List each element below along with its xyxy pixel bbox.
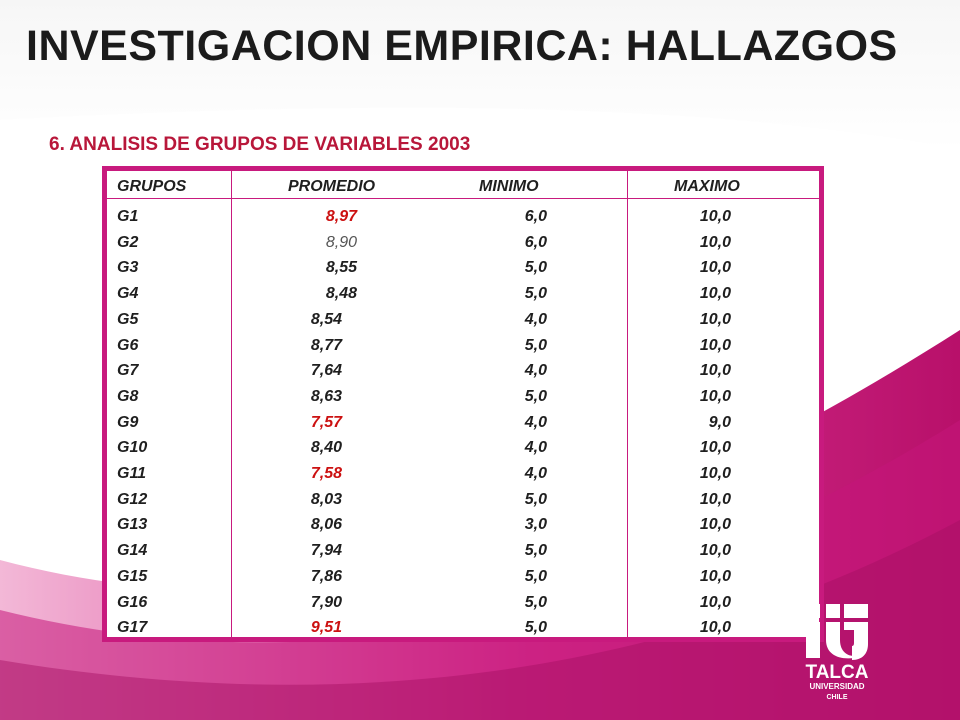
row-promedio-value: 7,94 bbox=[310, 542, 342, 559]
row-maximo-value: 10,0 bbox=[699, 362, 731, 379]
row-group-label: G17 bbox=[117, 619, 148, 636]
logo-text-universidad: UNIVERSIDAD bbox=[809, 682, 864, 691]
row-group-label: G1 bbox=[117, 208, 139, 225]
row-group-label: G5 bbox=[117, 311, 139, 328]
row-minimo-value: 4,0 bbox=[524, 465, 547, 482]
row-minimo-value: 5,0 bbox=[524, 594, 547, 611]
row-group-label: G12 bbox=[117, 491, 148, 508]
row-promedio-value: 7,57 bbox=[310, 414, 342, 431]
row-minimo-value: 5,0 bbox=[524, 259, 547, 276]
row-group-label: G7 bbox=[117, 362, 139, 379]
row-promedio-value: 8,55 bbox=[325, 259, 357, 276]
row-minimo-value: 5,0 bbox=[524, 388, 547, 405]
row-group-label: G11 bbox=[117, 465, 147, 482]
row-promedio-value: 8,03 bbox=[310, 491, 342, 508]
row-minimo-value: 5,0 bbox=[524, 491, 547, 508]
row-group-label: G14 bbox=[117, 542, 148, 559]
header-promedio: PROMEDIO bbox=[288, 178, 376, 195]
row-maximo-value: 10,0 bbox=[699, 542, 731, 559]
slide-subtitle: 6. ANALISIS DE GRUPOS DE VARIABLES 2003 bbox=[49, 134, 471, 155]
row-maximo-value: 10,0 bbox=[699, 568, 731, 585]
row-minimo-value: 3,0 bbox=[524, 516, 547, 533]
row-promedio-value: 8,63 bbox=[310, 388, 342, 405]
row-promedio-value: 7,86 bbox=[310, 568, 342, 585]
row-promedio-value: 8,06 bbox=[310, 516, 342, 533]
row-minimo-value: 6,0 bbox=[524, 234, 547, 251]
row-maximo-value: 10,0 bbox=[699, 208, 731, 225]
row-maximo-value: 10,0 bbox=[699, 285, 731, 302]
row-maximo-value: 10,0 bbox=[699, 259, 731, 276]
logo-text-chile: CHILE bbox=[827, 694, 848, 701]
row-promedio-value: 7,58 bbox=[310, 465, 342, 482]
row-maximo-value: 10,0 bbox=[699, 516, 731, 533]
universidad-talca-logo: TALCA UNIVERSIDAD CHILE bbox=[806, 604, 869, 701]
row-group-label: G6 bbox=[117, 337, 139, 354]
header-minimo: MINIMO bbox=[479, 178, 539, 195]
statistics-table: GRUPOS PROMEDIO MINIMO MAXIMO G1 8,97 6,0 1… bbox=[102, 166, 824, 642]
row-promedio-value: 8,54 bbox=[310, 311, 342, 328]
row-maximo-value: 9,0 bbox=[708, 414, 731, 431]
row-group-label: G4 bbox=[117, 285, 139, 302]
logo-text-talca: TALCA bbox=[806, 662, 869, 683]
row-group-label: G2 bbox=[117, 234, 139, 251]
row-minimo-value: 5,0 bbox=[524, 285, 547, 302]
row-group-label: G15 bbox=[117, 568, 148, 585]
row-group-label: G8 bbox=[117, 388, 139, 405]
row-minimo-value: 4,0 bbox=[524, 311, 547, 328]
row-minimo-value: 5,0 bbox=[524, 619, 547, 636]
row-maximo-value: 10,0 bbox=[699, 388, 731, 405]
header-maximo: MAXIMO bbox=[674, 178, 740, 195]
row-promedio-value: 7,90 bbox=[310, 594, 342, 611]
row-promedio-value: 7,64 bbox=[310, 362, 342, 379]
row-minimo-value: 6,0 bbox=[524, 208, 547, 225]
row-promedio-value: 8,97 bbox=[325, 208, 357, 225]
row-minimo-value: 4,0 bbox=[524, 439, 547, 456]
row-maximo-value: 10,0 bbox=[699, 619, 731, 636]
row-minimo-value: 4,0 bbox=[524, 362, 547, 379]
row-maximo-value: 10,0 bbox=[699, 439, 731, 456]
slide-title: INVESTIGACION EMPIRICA: HALLAZGOS bbox=[26, 22, 898, 70]
row-maximo-value: 10,0 bbox=[699, 234, 731, 251]
row-promedio-value: 8,90 bbox=[325, 234, 357, 251]
row-maximo-value: 10,0 bbox=[699, 311, 731, 328]
column-divider bbox=[231, 171, 232, 637]
row-maximo-value: 10,0 bbox=[699, 337, 731, 354]
row-group-label: G16 bbox=[117, 594, 148, 611]
row-group-label: G13 bbox=[117, 516, 148, 533]
row-minimo-value: 5,0 bbox=[524, 337, 547, 354]
row-maximo-value: 10,0 bbox=[699, 465, 731, 482]
row-maximo-value: 10,0 bbox=[699, 491, 731, 508]
column-divider bbox=[627, 171, 628, 637]
row-promedio-value: 9,51 bbox=[310, 619, 342, 636]
row-group-label: G10 bbox=[117, 439, 148, 456]
row-group-label: G9 bbox=[117, 414, 139, 431]
row-promedio-value: 8,40 bbox=[310, 439, 342, 456]
row-group-label: G3 bbox=[117, 259, 139, 276]
row-promedio-value: 8,77 bbox=[310, 337, 342, 354]
row-minimo-value: 5,0 bbox=[524, 542, 547, 559]
row-minimo-value: 4,0 bbox=[524, 414, 547, 431]
row-maximo-value: 10,0 bbox=[699, 594, 731, 611]
row-minimo-value: 5,0 bbox=[524, 568, 547, 585]
header-grupos: GRUPOS bbox=[117, 178, 187, 195]
header-divider bbox=[107, 198, 819, 199]
row-promedio-value: 8,48 bbox=[325, 285, 357, 302]
